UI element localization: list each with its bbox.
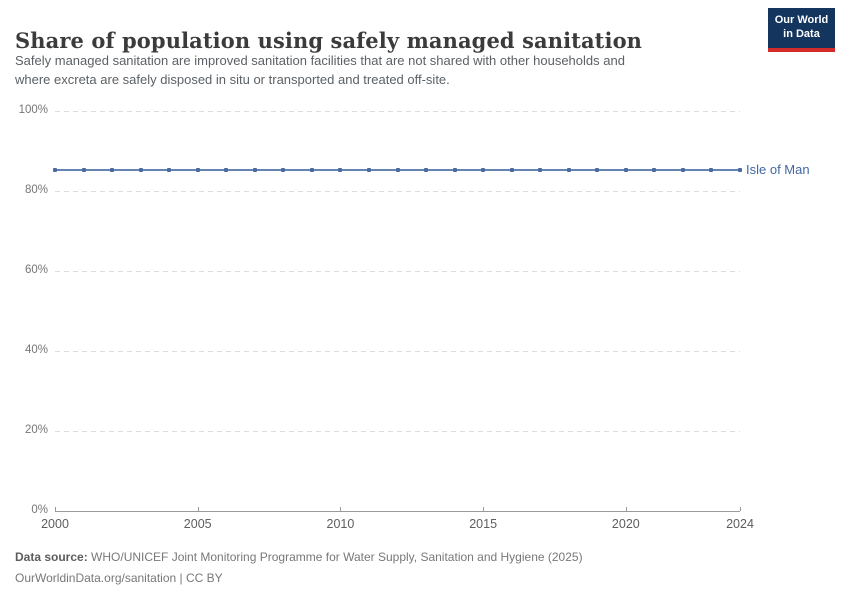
chart-subtitle-line1: Safely managed sanitation are improved s…	[15, 53, 625, 68]
data-point-marker[interactable]	[366, 168, 371, 173]
data-point-marker[interactable]	[481, 168, 486, 173]
y-tick-label: 40%	[24, 344, 48, 356]
data-point-marker[interactable]	[709, 168, 714, 173]
data-point-marker[interactable]	[566, 168, 571, 173]
x-axis-tick	[55, 507, 56, 511]
data-point-marker[interactable]	[509, 168, 514, 173]
data-source-text: WHO/UNICEF Joint Monitoring Programme fo…	[87, 550, 583, 564]
license-line[interactable]: OurWorldinData.org/sanitation | CC BY	[15, 571, 223, 585]
data-point-marker[interactable]	[281, 168, 286, 173]
data-point-marker[interactable]	[738, 168, 742, 173]
gridline	[55, 271, 740, 272]
data-source-label: Data source:	[15, 550, 88, 564]
data-point-marker[interactable]	[309, 168, 314, 173]
owid-logo-line1: Our World	[774, 14, 829, 27]
x-axis-tick	[625, 507, 627, 511]
data-point-marker[interactable]	[623, 168, 628, 173]
data-point-marker[interactable]	[138, 168, 143, 173]
page-title: Share of population using safely managed…	[15, 28, 643, 54]
x-tick-label: 2015	[469, 517, 498, 531]
gridline	[55, 111, 740, 112]
data-point-marker[interactable]	[81, 168, 86, 173]
y-tick-label: 0%	[31, 504, 48, 516]
data-point-marker[interactable]	[110, 168, 115, 173]
series-entity-label[interactable]: Isle of Man	[746, 162, 810, 178]
data-point-marker[interactable]	[252, 168, 257, 173]
y-tick-label: 100%	[18, 104, 48, 116]
y-tick-label: 80%	[24, 184, 48, 196]
data-point-marker[interactable]	[195, 168, 200, 173]
x-axis-tick	[483, 507, 485, 511]
data-point-marker[interactable]	[424, 168, 429, 173]
x-tick-label: 2024	[726, 517, 754, 531]
data-source-line: Data source: WHO/UNICEF Joint Monitoring…	[15, 547, 755, 568]
gridline	[55, 431, 740, 432]
owid-logo[interactable]: Our World in Data	[768, 8, 835, 52]
data-point-marker[interactable]	[595, 168, 600, 173]
x-tick-label: 2005	[183, 517, 212, 531]
data-point-marker[interactable]	[652, 168, 657, 173]
data-point-marker[interactable]	[167, 168, 172, 173]
data-point-marker[interactable]	[395, 168, 400, 173]
y-tick-label: 20%	[24, 424, 48, 436]
gridline	[55, 191, 740, 192]
data-point-marker[interactable]	[53, 168, 57, 173]
data-point-marker[interactable]	[224, 168, 229, 173]
chart-footer: Data source: WHO/UNICEF Joint Monitoring…	[15, 547, 755, 589]
data-point-marker[interactable]	[538, 168, 543, 173]
data-point-marker[interactable]	[452, 168, 457, 173]
chart-subtitle-line2: where excreta are safely disposed in sit…	[15, 71, 450, 87]
x-tick-label: 2010	[326, 517, 355, 531]
owid-logo-line2: in Data	[783, 28, 820, 40]
chart-subtitle: Safely managed sanitation are improved s…	[15, 52, 735, 90]
data-point-marker[interactable]	[338, 168, 343, 173]
gridline	[55, 351, 740, 352]
x-axis-tick	[340, 507, 342, 511]
x-tick-label: 2020	[611, 517, 640, 531]
y-tick-label: 60%	[24, 264, 48, 276]
data-point-marker[interactable]	[680, 168, 685, 173]
x-axis-tick	[197, 507, 199, 511]
x-axis-line	[55, 511, 740, 512]
x-axis-tick	[740, 507, 741, 511]
x-tick-label: 2000	[41, 517, 69, 531]
